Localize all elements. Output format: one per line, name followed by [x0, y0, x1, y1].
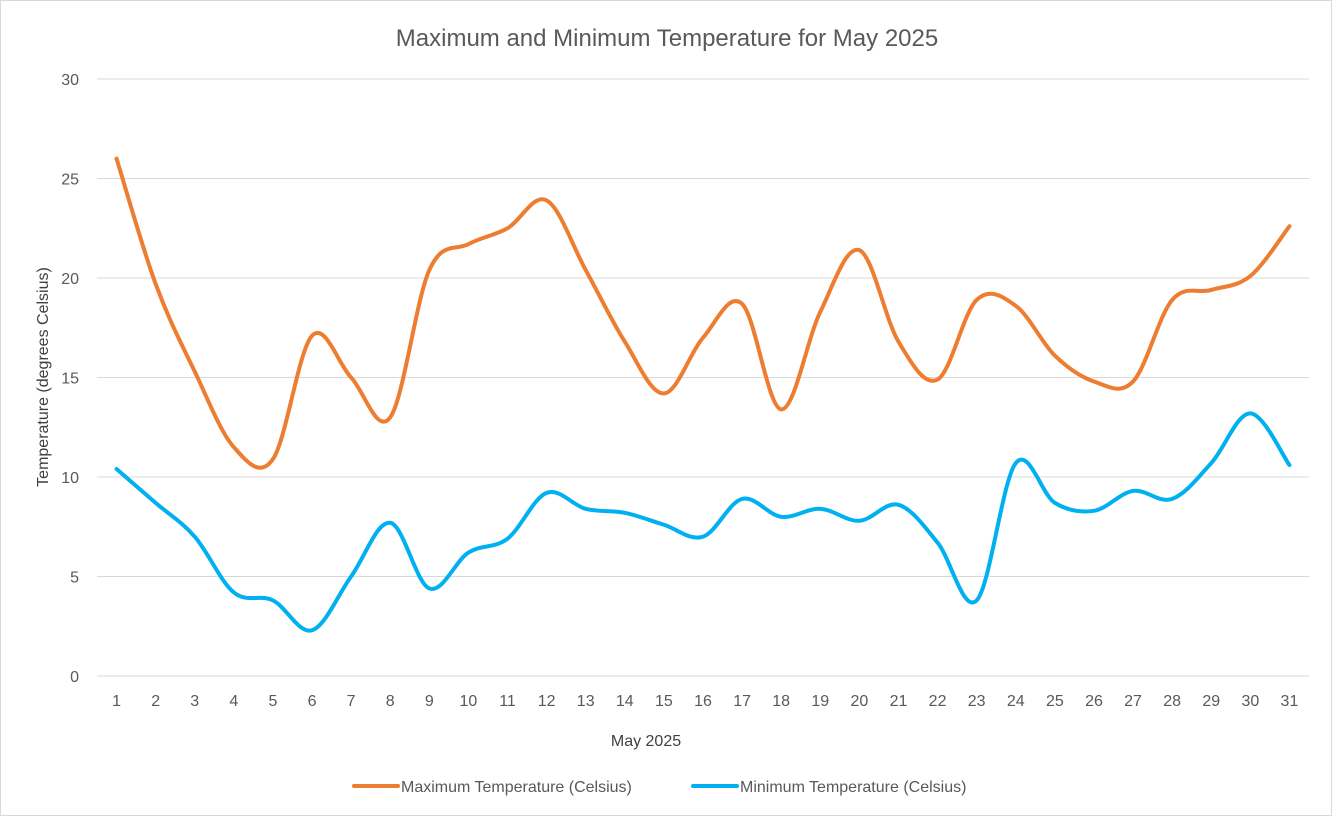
x-tick-label: 4 [229, 693, 238, 710]
x-tick-label: 12 [538, 693, 556, 710]
x-tick-label: 6 [308, 693, 317, 710]
x-tick-label: 30 [1241, 693, 1259, 710]
chart-title: Maximum and Minimum Temperature for May … [396, 25, 938, 52]
series-line-minimum [114, 411, 1292, 633]
y-tick-label: 5 [70, 570, 79, 587]
y-tick-label: 20 [61, 271, 79, 288]
x-tick-label: 19 [811, 693, 829, 710]
x-tick-label: 8 [386, 693, 395, 710]
x-tick-label: 7 [347, 693, 356, 710]
y-tick-label: 15 [61, 371, 79, 388]
legend: Maximum Temperature (Celsius) Minimum Tem… [352, 779, 966, 796]
x-axis-title: May 2025 [611, 733, 681, 750]
x-tick-label: 23 [968, 693, 986, 710]
x-tick-label: 31 [1281, 693, 1299, 710]
x-tick-label: 21 [890, 693, 908, 710]
y-axis-ticks: 0 5 10 15 20 25 30 [61, 72, 79, 686]
y-axis-title: Temperature (degrees Celsius) [35, 267, 52, 487]
x-tick-label: 16 [694, 693, 712, 710]
x-tick-label: 15 [655, 693, 673, 710]
x-tick-label: 29 [1202, 693, 1220, 710]
x-tick-label: 1 [112, 693, 121, 710]
legend-label: Minimum Temperature (Celsius) [740, 779, 966, 796]
gridlines [97, 78, 1309, 677]
x-tick-label: 14 [616, 693, 634, 710]
x-tick-label: 24 [1007, 693, 1025, 710]
y-tick-label: 30 [61, 72, 79, 89]
x-axis-ticks: 1 2 3 4 5 6 7 8 9 10 11 12 13 14 15 16 17 18 19 20 21 22 23 24 2… [112, 693, 1298, 710]
y-tick-label: 25 [61, 172, 79, 189]
x-tick-label: 10 [460, 693, 478, 710]
x-tick-label: 9 [425, 693, 434, 710]
x-tick-label: 22 [929, 693, 947, 710]
series-line-maximum [114, 156, 1292, 470]
x-tick-label: 5 [268, 693, 277, 710]
x-tick-label: 13 [577, 693, 595, 710]
x-tick-label: 25 [1046, 693, 1064, 710]
x-tick-label: 11 [499, 693, 516, 710]
x-tick-label: 18 [772, 693, 790, 710]
x-tick-label: 20 [850, 693, 868, 710]
legend-label: Maximum Temperature (Celsius) [401, 779, 632, 796]
x-tick-label: 17 [733, 693, 751, 710]
y-tick-label: 10 [61, 470, 79, 487]
x-tick-label: 3 [190, 693, 199, 710]
x-tick-label: 2 [151, 693, 160, 710]
series-lines [114, 156, 1292, 633]
x-tick-label: 28 [1163, 693, 1181, 710]
x-tick-label: 27 [1124, 693, 1142, 710]
x-tick-label: 26 [1085, 693, 1103, 710]
y-tick-label: 0 [70, 669, 79, 686]
